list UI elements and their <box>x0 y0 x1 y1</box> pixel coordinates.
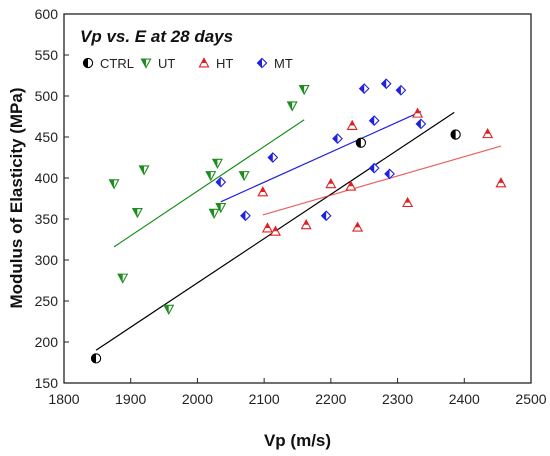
data-point-ht <box>402 196 414 208</box>
data-point-mt <box>384 168 395 180</box>
y-tick-label: 600 <box>35 6 59 22</box>
legend-label-ctrl: CTRL <box>100 56 134 71</box>
y-tick-label: 550 <box>35 47 59 63</box>
legend-marker-ctrl <box>82 57 94 69</box>
data-point-ht <box>346 119 358 130</box>
data-point-ht <box>300 218 312 230</box>
legend-label-ht: HT <box>216 56 233 71</box>
data-point-mt <box>380 78 392 90</box>
legend-item-ht: HT <box>198 56 233 71</box>
x-tick-label: 2500 <box>515 391 546 407</box>
data-point-ht <box>269 225 282 236</box>
y-tick-label: 500 <box>35 88 59 104</box>
data-point-ctrl <box>450 129 461 140</box>
y-tick-label: 200 <box>35 334 59 350</box>
plot-frame <box>63 13 532 384</box>
fit-line-mt <box>220 111 422 203</box>
x-tick-label: 2000 <box>182 391 213 407</box>
data-point-ut <box>298 84 310 96</box>
data-point-mt <box>415 118 427 130</box>
x-tick-label: 2200 <box>315 391 346 407</box>
legend-item-mt: MT <box>256 56 293 71</box>
legend-marker-mt <box>256 57 268 69</box>
data-point-ut <box>131 207 143 219</box>
chart-title: Vp vs. E at 28 days <box>80 27 233 46</box>
y-tick-label: 350 <box>35 211 59 227</box>
data-point-ht <box>325 177 337 189</box>
data-point-ut <box>215 203 227 214</box>
data-point-mt <box>320 210 332 222</box>
y-axis-title: Modulus of Elasticity (MPa) <box>7 87 26 308</box>
data-point-ut <box>163 304 175 315</box>
data-point-ctrl <box>355 137 367 148</box>
data-point-mt <box>358 83 370 94</box>
legend-label-ut: UT <box>158 56 175 71</box>
data-point-mt <box>332 133 343 145</box>
fit-line-ut <box>113 119 305 248</box>
data-point-ut <box>205 171 217 182</box>
y-tick-label: 150 <box>35 375 59 391</box>
data-point-mt <box>240 210 251 222</box>
points-layer <box>90 78 507 364</box>
y-tick-label: 400 <box>35 170 59 186</box>
data-point-ht <box>352 221 364 232</box>
legend-item-ut: UT <box>140 56 175 71</box>
data-point-mt <box>267 152 279 163</box>
legend: CTRL UT HT MT <box>82 56 293 71</box>
x-tick-label: 2400 <box>449 391 480 407</box>
data-point-mt <box>215 176 227 188</box>
data-point-mt <box>395 84 407 96</box>
x-tick-label: 2300 <box>382 391 413 407</box>
fit-line-ht <box>262 145 502 216</box>
data-point-ctrl <box>90 353 102 364</box>
x-axis-title: Vp (m/s) <box>264 431 331 450</box>
legend-label-mt: MT <box>274 56 293 71</box>
fit-lines-layer <box>95 111 502 351</box>
data-point-ut <box>108 179 120 190</box>
x-tick-label: 1800 <box>48 391 79 407</box>
data-point-ht <box>257 186 269 197</box>
data-point-ut <box>208 208 220 220</box>
data-point-ut <box>286 101 298 112</box>
legend-item-ctrl: CTRL <box>82 56 134 71</box>
ticks-layer: 1800 1900 2000 2100 2200 2300 2400 2500 150 200 25… <box>35 6 547 407</box>
legend-marker-ut <box>140 58 152 69</box>
data-point-mt <box>368 162 380 174</box>
y-tick-label: 450 <box>35 129 59 145</box>
y-tick-label: 300 <box>35 252 59 268</box>
data-point-mt <box>368 115 380 126</box>
data-point-ht <box>482 127 494 139</box>
data-point-ut <box>238 171 250 182</box>
data-point-ht <box>261 222 274 233</box>
data-point-ht <box>412 107 424 118</box>
data-point-ut <box>138 165 150 176</box>
legend-marker-ht <box>198 57 210 68</box>
data-point-ht <box>495 177 507 188</box>
data-point-ht <box>345 180 357 191</box>
x-tick-label: 2100 <box>249 391 280 407</box>
x-tick-label: 1900 <box>115 391 146 407</box>
y-tick-label: 250 <box>35 293 59 309</box>
data-point-ut <box>117 273 129 284</box>
data-point-ut <box>211 158 223 169</box>
